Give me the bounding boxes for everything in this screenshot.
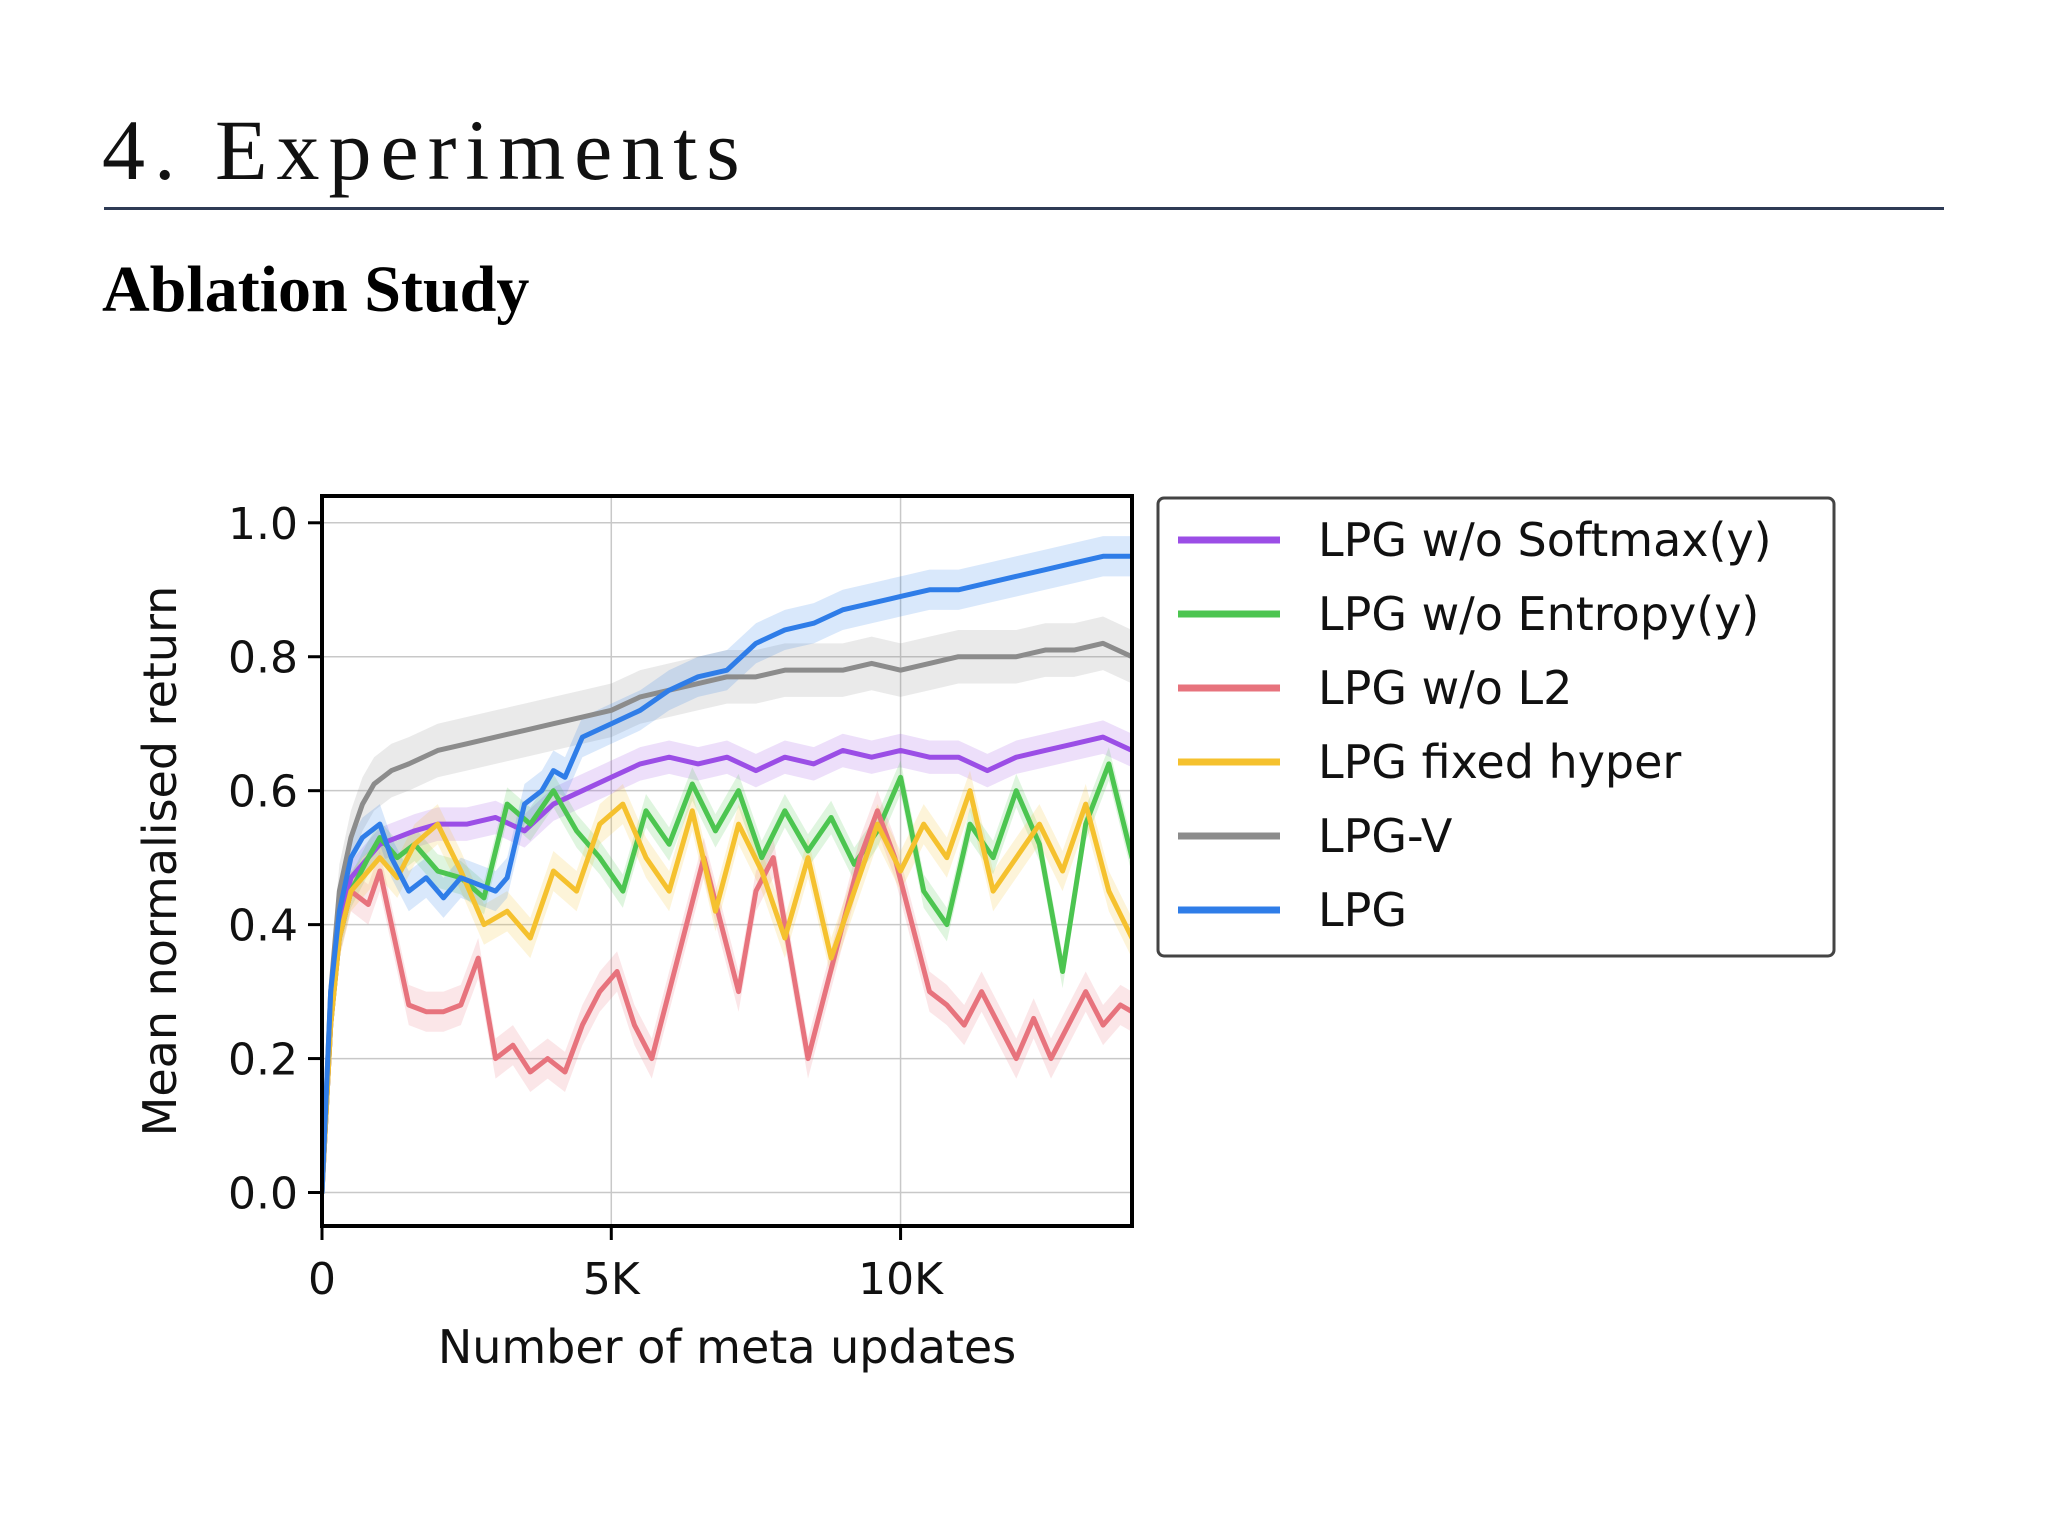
y-tick-label: 0.0 [228,1169,298,1220]
y-tick-label: 0.8 [228,633,298,684]
series-line-lpg [322,553,1132,1196]
plot-frame [320,494,1134,1228]
band-lpg-fixed-hyper [322,770,1132,1193]
x-tick-label: 10K [858,1254,944,1305]
band-lpg-w-o-softmax-y [322,720,1132,1193]
title-divider [104,207,1944,210]
axis-ticks: 0.0 0.2 0.4 0.6 0.8 1.0 0 5K 10K [228,499,944,1305]
slide-subtitle: Ablation Study [102,253,530,326]
y-tick-label: 0.4 [228,901,298,952]
legend-box [1156,496,1836,958]
legend-label-lpg: LPG [1318,883,1407,937]
slide-title: 4. Experiments [102,102,749,198]
x-tick-label: 5K [583,1254,641,1305]
x-axis-label: Number of meta updates [438,1320,1016,1374]
legend-label-lpg-fixed-hyper: LPG fixed hyper [1318,735,1681,789]
series-line-lpg-w-o-entropy-y [322,761,1132,1196]
y-axis-label: Mean normalised return [133,586,187,1137]
y-tick-label: 1.0 [228,499,298,550]
legend-label-lpg-w-o-softmax-y: LPG w/o Softmax(y) [1318,513,1772,567]
legend-label-lpg-w-o-entropy-y: LPG w/o Entropy(y) [1318,587,1759,641]
legend-label-lpg-w-o-l2: LPG w/o L2 [1318,661,1572,715]
series-lines [322,553,1132,1196]
y-tick-label: 0.6 [228,767,298,818]
legend-label-lpg-v: LPG-V [1318,809,1453,863]
band-lpg-v [322,616,1132,1193]
y-tick-label: 0.2 [228,1035,298,1086]
x-tick-label: 0 [308,1254,336,1305]
legend: LPG w/o Softmax(y) LPG w/o Entropy(y) LPG … [1156,496,1836,958]
series-line-lpg-fixed-hyper [322,788,1132,1196]
